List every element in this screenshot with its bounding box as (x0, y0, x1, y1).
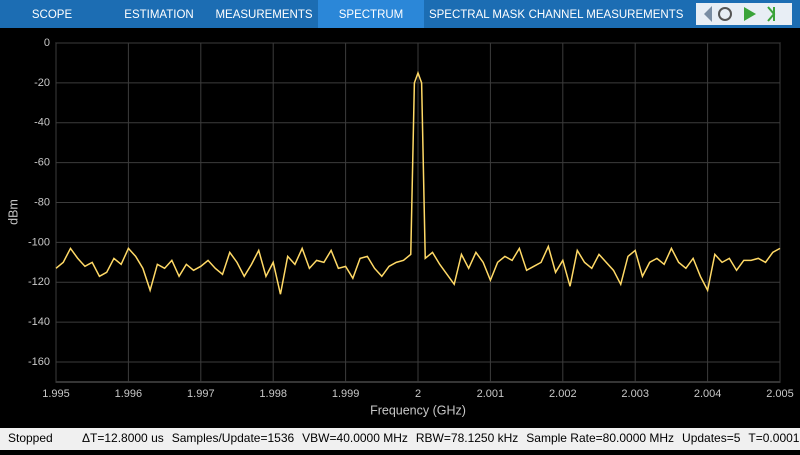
x-tick-label: 1.999 (332, 388, 360, 400)
tab[interactable]: SPECTRUM (339, 9, 404, 21)
x-tick-label: 2.004 (694, 388, 722, 400)
y-tick-label: -160 (28, 356, 50, 368)
tab[interactable]: CHANNEL MEASUREMENTS (529, 9, 684, 21)
tab[interactable]: SCOPE (32, 9, 73, 21)
x-axis-label: Frequency (GHz) (370, 403, 466, 417)
x-tick-label: 1.998 (259, 388, 287, 400)
run-icon[interactable] (744, 7, 756, 21)
settings-icon[interactable] (718, 7, 732, 21)
status-items: ΔT=12.8000 us Samples/Update=1536 VBW=40.0… (82, 431, 800, 445)
status-item: VBW=40.0000 MHz (302, 431, 408, 445)
x-tick-label: 1.997 (187, 388, 215, 400)
active-tab (318, 0, 424, 28)
status-item: Samples/Update=1536 (172, 431, 295, 445)
x-tick-label: 1.996 (115, 388, 143, 400)
collapse-icon[interactable] (704, 6, 712, 22)
y-tick-label: -120 (28, 276, 50, 288)
y-axis-label: dBm (6, 199, 20, 225)
y-tick-label: -20 (34, 77, 50, 89)
status-state: Stopped (8, 431, 53, 445)
x-tick-label: 2.001 (477, 388, 505, 400)
x-tick-label: 2.002 (549, 388, 577, 400)
x-tick-label: 2.003 (621, 388, 649, 400)
tab[interactable]: MEASUREMENTS (215, 9, 312, 21)
y-tick-label: -60 (34, 157, 50, 169)
y-tick-label: -140 (28, 316, 50, 328)
spectrum-line (55, 70, 781, 295)
y-tick-label: -40 (34, 117, 50, 129)
tab[interactable]: ESTIMATION (124, 9, 193, 21)
x-tick-label: 2.005 (766, 388, 794, 400)
step-icon[interactable] (767, 6, 776, 22)
y-tick-label: 0 (44, 37, 50, 49)
status-item: Sample Rate=80.0000 MHz (526, 431, 674, 445)
y-tick-label: -100 (28, 236, 50, 248)
x-tick-label: 2 (415, 388, 421, 400)
status-item: ΔT=12.8000 us (82, 431, 164, 445)
y-tick-label: -80 (34, 196, 50, 208)
status-item: RBW=78.1250 kHz (416, 431, 518, 445)
status-item: Updates=5 (682, 431, 741, 445)
tab[interactable]: SPECTRAL MASK (429, 9, 525, 21)
status-bar (0, 428, 800, 450)
x-tick-label: 1.995 (42, 388, 70, 400)
status-item: T=0.0001 (748, 431, 799, 445)
